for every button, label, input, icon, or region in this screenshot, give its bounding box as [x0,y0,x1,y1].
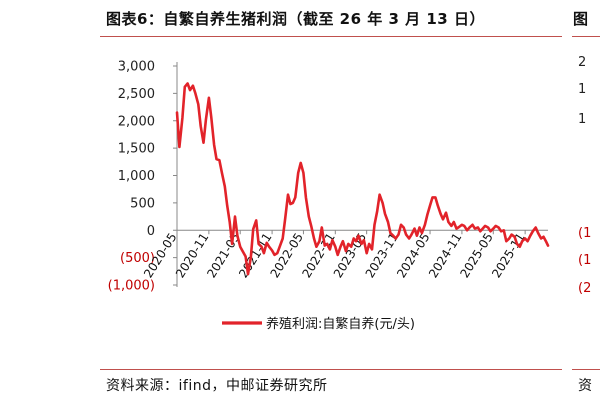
source-rule [100,369,562,370]
next-title-rule [572,36,600,37]
y-tick-label: 1,500 [118,142,155,157]
y-tick-label: 2,000 [118,114,155,129]
y-tick-label: 0 [147,224,155,239]
x-axis: 2020-052020-112021-052021-112022-052022-… [141,229,548,280]
series-layer [175,82,550,276]
next-y-tick: 1 [578,112,587,127]
y-tick-label: 500 [130,196,155,211]
y-axis: 3,000 2,500 2,000 1,500 1,000 500 0 (500) (1,000… [108,60,178,294]
legend: 养殖利润:自繁自养(元/头) [222,316,415,332]
next-figure-title-fragment: 图 [573,10,589,28]
y-tick-label: 3,000 [118,60,155,75]
y-tick-label: (500) [120,251,155,266]
source-note: 资料来源：ifind，中邮证券研究所 [106,378,328,394]
next-y-tick: (1 [578,226,592,241]
figure-title: 图表6：自繁自养生猪利润（截至 26 年 3 月 13 日） [106,10,485,28]
next-source-rule [572,369,600,370]
next-y-tick: (2 [578,281,592,296]
next-y-tick: 1 [578,82,587,97]
y-tick-label: 2,500 [118,87,155,102]
next-source-fragment: 资 [578,378,592,394]
legend-label: 养殖利润:自繁自养(元/头) [266,316,415,332]
next-y-tick: (1 [578,253,592,268]
next-y-tick: 2 [578,55,587,70]
title-rule [100,36,562,37]
y-tick-label: (1,000) [108,279,155,294]
series-line [175,82,550,276]
y-tick-label: 1,000 [118,169,155,184]
